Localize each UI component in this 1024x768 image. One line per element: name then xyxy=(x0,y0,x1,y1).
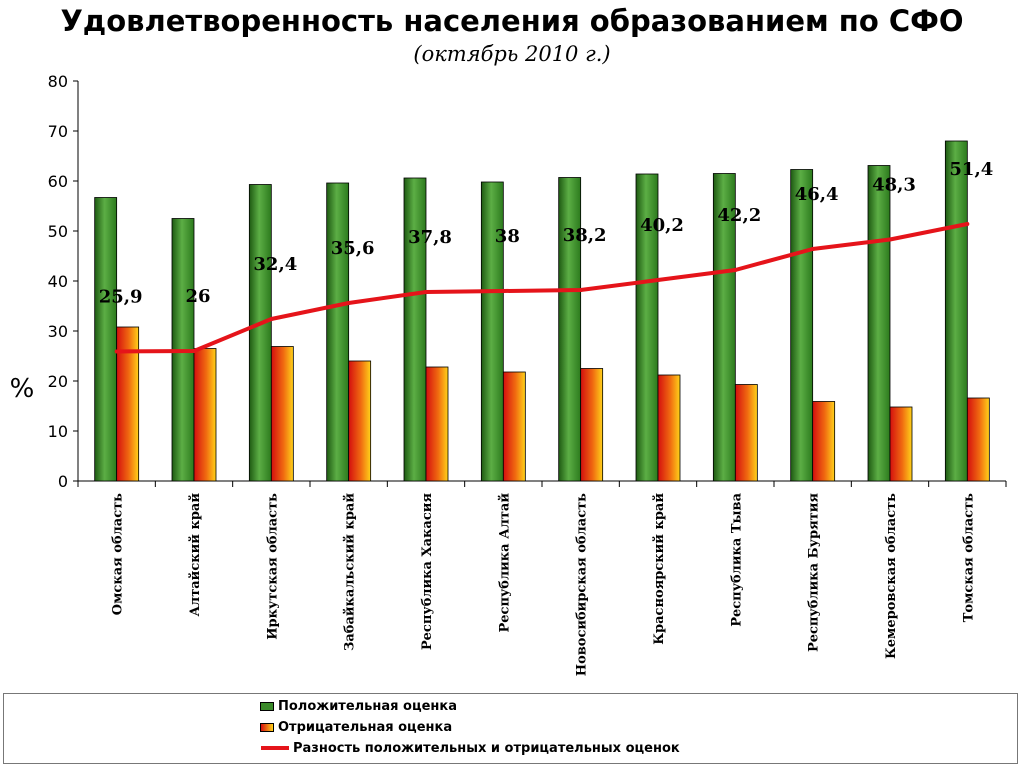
bar-negative xyxy=(116,326,140,482)
legend-swatch-difference xyxy=(261,746,289,750)
difference-point xyxy=(114,349,119,354)
y-tick-label: 50 xyxy=(48,222,68,241)
legend-label-difference: Разность положительных и отрицательных о… xyxy=(293,740,680,756)
chart-axes: 0 10 20 30 40 50 60 70 80% Омская область Алтайски… xyxy=(10,72,1007,676)
x-tick-label: Красноярский край xyxy=(652,493,667,645)
bar-positive xyxy=(635,173,659,482)
y-tick-label: 40 xyxy=(48,272,68,291)
chart-plot: 0 10 20 30 40 50 60 70 80% Омская область Алтайски… xyxy=(10,72,1007,676)
bar-negative xyxy=(270,346,294,482)
y-tick-label: 0 xyxy=(58,472,68,491)
difference-data-label: 38,2 xyxy=(563,225,607,246)
bar-positive xyxy=(326,182,350,482)
difference-point xyxy=(656,278,660,282)
difference-data-label: 40,2 xyxy=(640,215,684,236)
difference-point xyxy=(965,222,970,226)
x-tick-label: Кемеровская область xyxy=(884,493,899,659)
difference-point xyxy=(269,317,274,321)
x-tick-label: Омская область xyxy=(111,493,126,615)
x-tick-label: Алтайский край xyxy=(188,493,203,617)
y-tick-label: 70 xyxy=(48,122,68,141)
y-axis-label: % xyxy=(10,374,35,404)
difference-point xyxy=(346,301,351,305)
legend-item-difference: Разность положительных и отрицательных о… xyxy=(261,739,680,757)
chart-title: Удовлетворенность населения образованием… xyxy=(60,4,964,38)
bar-positive xyxy=(403,177,427,482)
difference-data-label: 48,3 xyxy=(872,175,916,196)
difference-data-label: 42,2 xyxy=(717,205,761,226)
difference-data-label: 46,4 xyxy=(795,184,839,205)
x-tick-label: Республика Хакасия xyxy=(420,493,435,650)
bar-positive xyxy=(944,140,968,482)
difference-data-label: 26 xyxy=(185,286,210,307)
bar-negative xyxy=(193,348,217,482)
x-tick-label: Республика Алтай xyxy=(497,493,512,633)
bar-negative xyxy=(502,371,526,482)
x-tick-label: Новосибирская область xyxy=(575,493,590,676)
x-tick-label: Томская область xyxy=(961,493,976,622)
x-tick-label: Забайкальский край xyxy=(343,493,358,651)
x-tick-label: Республика Тыва xyxy=(729,492,744,626)
difference-data-label: 35,6 xyxy=(331,238,375,259)
difference-point xyxy=(424,290,428,294)
bar-positive xyxy=(94,197,118,482)
bar-negative xyxy=(889,406,913,482)
x-tick-label: Республика Бурятия xyxy=(807,493,822,652)
legend-label-negative: Отрицательная оценка xyxy=(278,719,453,735)
bar-negative xyxy=(657,374,681,482)
chart-line xyxy=(114,222,970,354)
difference-point xyxy=(810,247,815,251)
y-tick-label: 60 xyxy=(48,172,68,191)
legend-item-positive: Положительная оценка xyxy=(260,697,457,715)
y-tick-label: 80 xyxy=(48,72,68,91)
bar-positive xyxy=(248,184,272,482)
difference-data-label: 32,4 xyxy=(253,254,297,275)
bar-negative xyxy=(812,401,836,482)
bar-positive xyxy=(480,181,504,482)
difference-point xyxy=(888,237,892,242)
bar-negative xyxy=(425,366,449,482)
difference-point xyxy=(733,268,738,272)
difference-data-label: 25,9 xyxy=(99,287,143,308)
difference-line xyxy=(116,222,968,354)
bar-positive xyxy=(558,177,582,482)
bar-negative xyxy=(966,397,990,482)
bar-positive xyxy=(867,165,891,482)
difference-data-label: 51,4 xyxy=(949,159,993,180)
difference-point xyxy=(192,349,196,353)
bar-positive xyxy=(712,173,736,482)
difference-point xyxy=(578,288,583,292)
legend-label-positive: Положительная оценка xyxy=(278,698,457,714)
chart-subtitle: (октябрь 2010 г.) xyxy=(413,42,611,66)
y-tick-label: 20 xyxy=(48,372,68,391)
y-tick-label: 10 xyxy=(48,422,68,441)
chart-legend: Положительная оценка Отрицательная оценк… xyxy=(3,693,1018,764)
bar-positive xyxy=(790,169,814,482)
legend-item-negative: Отрицательная оценка xyxy=(260,718,452,736)
difference-point xyxy=(501,289,506,293)
legend-swatch-positive xyxy=(260,701,274,711)
y-tick-label: 30 xyxy=(48,322,68,341)
chart-labels: 25,9 26 32,4 35,6 37,8 38 38,2 40,2 42,2 46,4 48,3… xyxy=(99,159,994,308)
bar-negative xyxy=(580,368,604,482)
difference-data-label: 38 xyxy=(495,226,520,247)
legend-swatch-negative xyxy=(260,722,274,732)
bar-negative xyxy=(734,384,758,482)
chart-bars xyxy=(94,140,990,482)
x-tick-label: Иркутская область xyxy=(265,493,280,640)
bar-negative xyxy=(348,360,372,482)
difference-data-label: 37,8 xyxy=(408,227,452,248)
